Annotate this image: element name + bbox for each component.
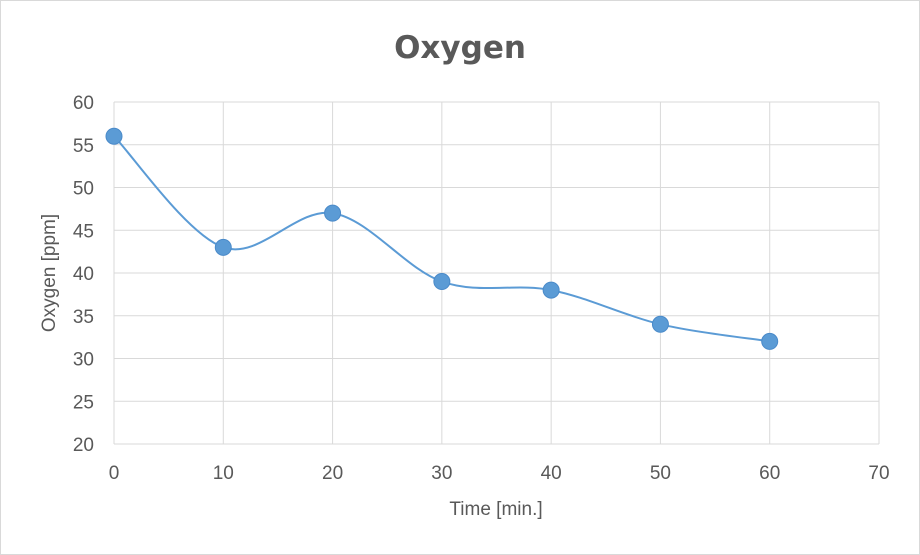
x-axis-label: Time [min.] — [449, 499, 542, 520]
x-tick-label: 30 — [431, 463, 452, 484]
x-tick-label: 20 — [322, 463, 343, 484]
x-tick-label: 0 — [109, 463, 120, 484]
x-tick-label: 10 — [213, 463, 234, 484]
data-point — [651, 315, 669, 333]
y-tick-label: 45 — [73, 221, 94, 242]
x-tick-label: 50 — [650, 463, 671, 484]
data-point — [105, 127, 123, 145]
y-tick-label: 55 — [73, 136, 94, 157]
chart-title: Oxygen — [394, 30, 526, 66]
x-tick-label: 70 — [868, 463, 889, 484]
tick-layer: 20 25 30 35 40 45 50 55 60 0 10 20 30 40 50 60 70 — [73, 93, 890, 484]
y-tick-label: 40 — [73, 264, 94, 285]
y-tick-label: 50 — [73, 179, 94, 200]
y-tick-label: 25 — [73, 392, 94, 413]
grid-layer — [113, 101, 880, 445]
marker-layer — [105, 127, 779, 350]
data-point — [433, 273, 451, 291]
x-tick-label: 40 — [541, 463, 562, 484]
y-tick-label: 35 — [73, 307, 94, 328]
y-tick-label: 60 — [73, 93, 94, 114]
data-point — [324, 204, 342, 222]
data-point — [761, 332, 779, 350]
data-point — [542, 281, 560, 299]
x-tick-label: 60 — [759, 463, 780, 484]
y-tick-label: 20 — [73, 435, 94, 456]
data-point — [214, 238, 232, 256]
y-tick-label: 30 — [73, 350, 94, 371]
y-axis-label: Oxygen [ppm] — [39, 214, 60, 332]
